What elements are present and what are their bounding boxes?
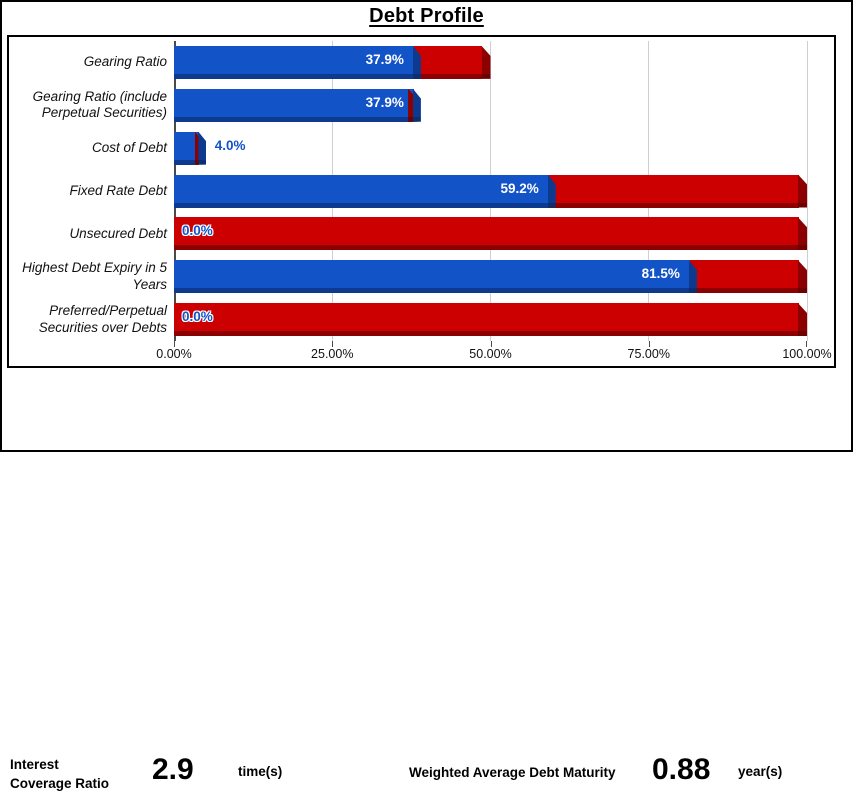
bar-segment-remainder-end-cap [798,260,807,294]
x-tick-label: 0.00% [156,347,192,361]
bar-segment-actual [174,88,414,122]
bar-value-label: 81.5% [641,266,680,282]
bar-value-label: 37.9% [365,51,404,67]
bar-segment-remainder-end-cap [408,88,418,122]
bar-segment-remainder-end-cap [798,174,807,208]
bar-row: 59.2% [174,174,809,208]
bar-segment-remainder [689,260,799,294]
bar-value-label: 37.9% [365,94,404,110]
bar-segment-actual-end-cap [412,45,421,79]
category-label: Cost of Debt [91,139,167,155]
axis-tick [490,341,492,347]
bar-row: 81.5% [174,260,809,294]
bar-row: 4.0% [174,131,246,165]
bar-segment-remainder [174,217,799,251]
bar-segment-remainder [548,174,799,208]
axis-tick [332,341,334,347]
weighted-average-debt-maturity-unit: year(s) [738,764,783,779]
category-label: Gearing Ratio [83,54,167,70]
interest-coverage-ratio-value: 2.9 [152,753,194,786]
x-tick-label: 25.00% [311,347,354,361]
bar-segment-remainder-end-cap [798,217,807,251]
bar-segment-remainder [413,45,483,79]
interest-coverage-ratio-unit: time(s) [238,764,283,779]
category-label: Highest Debt Expiry in 5 Years [22,260,167,292]
bar-segment-actual-end-cap [547,174,556,208]
bar-value-label: 59.2% [500,180,539,196]
bar-value-label: 0.0% [182,223,213,239]
bar-row: 37.9% [174,88,421,122]
bar-segment-actual [174,174,549,208]
axis-tick [174,341,175,347]
category-label: Preferred/Perpetual Securities over Debt… [38,303,167,335]
bar-segment-actual-end-cap [198,131,207,165]
plot-area: 37.9% 37.9% 4.0% 59.2% 0.0% 81.5% 0.0% [174,41,809,347]
axis-tick [648,341,650,347]
chart-box: Gearing Ratio Gearing Ratio (include Perp… [7,35,836,368]
weighted-average-debt-maturity-label: Weighted Average Debt Maturity [409,765,616,780]
bar-value-label: 4.0% [214,137,246,153]
bar-segment-actual [174,45,414,79]
bar-segment-actual [174,260,690,294]
bar-segment-remainder-end-cap [481,45,491,79]
category-axis: Gearing Ratio Gearing Ratio (include Perp… [13,41,167,341]
bar-row: 0.0% [174,303,809,337]
bar-segment-actual-end-cap [412,88,421,122]
category-label: Fixed Rate Debt [69,182,167,198]
x-tick-label: 50.00% [469,347,512,361]
metrics-panel: Interest Coverage Ratio 2.9 time(s) Weig… [0,368,853,791]
x-tick-label: 75.00% [627,347,670,361]
x-axis: 0.00% 25.00% 50.00% 75.00% 100.00% [156,347,831,365]
interest-coverage-ratio-label: Interest Coverage Ratio [10,757,110,791]
weighted-average-debt-maturity-value: 0.88 [652,753,711,786]
bar-row: 37.9% [174,45,493,79]
gridline [806,41,808,341]
category-label: Gearing Ratio (include Perpetual Securit… [32,88,167,121]
bar-segment-remainder-end-cap [798,303,807,337]
category-label: Unsecured Debt [69,225,167,241]
bar-segment-remainder [174,303,799,337]
x-tick-label: 100.00% [782,347,832,361]
bar-row: 0.0% [174,217,809,251]
title-bar: Debt Profile [0,5,853,28]
chart-title: Debt Profile [369,5,484,27]
bar-value-label: 0.0% [182,309,213,325]
axis-tick [806,341,807,347]
bar-segment-actual-end-cap [688,260,697,294]
